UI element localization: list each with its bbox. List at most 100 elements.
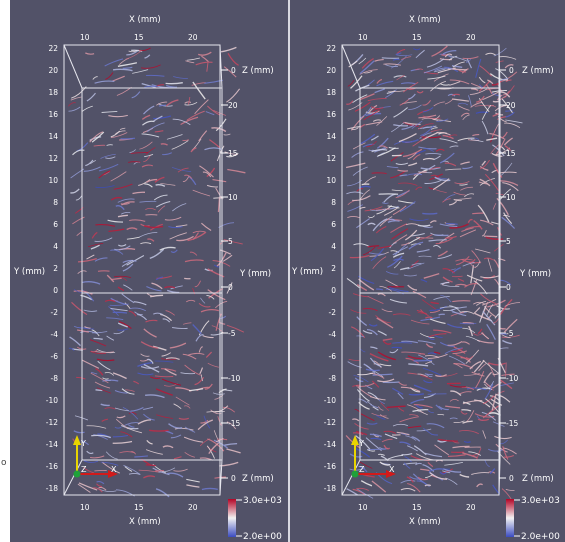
streamline-segment: [462, 328, 475, 333]
streamline-segment: [201, 223, 211, 230]
streamline-segment: [425, 362, 432, 364]
streamline-segment: [183, 177, 189, 182]
streamline-segment: [156, 489, 169, 497]
streamline-segment: [466, 410, 474, 422]
streamline-segment: [472, 135, 479, 136]
streamline-segment: [87, 93, 96, 101]
streamline-segment: [186, 485, 199, 487]
y-tick: 14: [48, 132, 58, 141]
streamline-segment: [474, 221, 483, 230]
streamline-segment: [346, 192, 363, 194]
streamline-segment: [378, 406, 383, 410]
streamline-segment: [493, 163, 502, 177]
streamline-segment: [359, 186, 371, 188]
streamline-segment: [388, 221, 400, 222]
streamline-segment: [375, 89, 385, 93]
streamline-segment: [349, 359, 360, 360]
y-tick: 6: [331, 220, 336, 229]
streamline-segment: [352, 419, 359, 421]
streamline-segment: [459, 392, 472, 395]
streamline-segment: [455, 181, 470, 183]
streamline-segment: [417, 250, 430, 252]
streamline-segment: [496, 395, 510, 403]
streamline-segment: [401, 243, 409, 246]
streamline-segment: [370, 354, 389, 361]
y-tick: -8: [329, 374, 337, 383]
right-render-view[interactable]: X (mm) X (mm) Y (mm) Y (mm) Z (mm) Z (mm…: [290, 0, 565, 542]
z-tick: 0: [509, 66, 514, 75]
streamline-segment: [403, 82, 418, 92]
streamline-segment: [219, 223, 235, 228]
streamlines: [346, 46, 522, 501]
streamline-segment: [218, 197, 219, 212]
streamline-segment: [121, 138, 136, 139]
streamline-segment: [398, 408, 404, 412]
y-tick: 20: [48, 66, 58, 75]
streamline-segment: [206, 112, 215, 115]
streamline-segment: [460, 162, 469, 164]
streamline-segment: [463, 57, 479, 59]
streamline-segment: [134, 456, 148, 457]
x-tick-top: 10: [358, 33, 368, 42]
streamline-segment: [427, 424, 445, 428]
streamline-segment: [164, 287, 175, 288]
streamline-segment: [347, 216, 360, 217]
streamline-segment: [449, 201, 457, 205]
streamline-segment: [162, 379, 181, 385]
streamline-segment: [142, 115, 150, 119]
streamline-segment: [98, 361, 111, 370]
z-tick: -5: [506, 329, 514, 338]
streamline-segment: [129, 220, 145, 222]
streamline-segment: [165, 217, 181, 220]
streamline-segment: [95, 258, 108, 261]
streamline-segment: [400, 442, 411, 445]
streamline-segment: [161, 144, 168, 145]
streamline-segment: [378, 454, 385, 455]
y-tick: 18: [326, 88, 336, 97]
streamline-segment: [101, 404, 110, 405]
streamline-segment: [434, 102, 445, 106]
streamline-segment: [118, 215, 128, 216]
streamline-segment: [113, 436, 128, 437]
streamline-segment: [167, 473, 183, 477]
y-axis-title-right: Y (mm): [519, 269, 551, 279]
streamline-segment: [172, 328, 188, 329]
streamline-segment: [367, 449, 385, 450]
streamline-segment: [361, 190, 370, 199]
streamline-segment: [435, 336, 443, 338]
streamline-segment: [450, 385, 466, 387]
streamline-segment: [461, 113, 469, 116]
streamline-segment: [414, 360, 433, 361]
streamline-segment: [387, 406, 406, 407]
streamline-segment: [463, 115, 470, 120]
streamline-segment: [76, 377, 85, 379]
streamline-segment: [417, 411, 428, 415]
streamline-segment: [227, 170, 245, 173]
streamline-segment: [97, 482, 104, 484]
streamline-segment: [346, 101, 353, 105]
streamline-segment: [111, 298, 127, 304]
streamline-segment: [471, 265, 474, 283]
streamline-segment: [408, 94, 415, 99]
streamline-segment: [206, 352, 211, 357]
streamline-segment: [491, 222, 498, 224]
streamline-segment: [93, 77, 98, 80]
streamline-segment: [418, 225, 430, 226]
streamline-segment: [473, 333, 482, 335]
z-tick: 0: [231, 66, 236, 75]
streamline-segment: [447, 324, 462, 328]
streamline-segment: [121, 212, 130, 214]
streamline-segment: [483, 430, 486, 438]
streamline-segment: [366, 369, 380, 370]
streamline-segment: [162, 353, 171, 357]
y-tick: -16: [46, 462, 58, 471]
y-tick: -16: [324, 462, 336, 471]
left-render-view[interactable]: X (mm) X (mm) Y (mm) Y (mm) Z (mm) Z (mm…: [10, 0, 288, 542]
x-tick-bottom: 15: [412, 503, 422, 512]
streamline-segment: [185, 452, 195, 457]
side-glyph: o: [1, 458, 7, 468]
streamline-segment: [188, 232, 207, 240]
streamline-segment: [472, 213, 484, 214]
streamline-segment: [193, 82, 205, 99]
streamline-segment: [139, 48, 151, 50]
